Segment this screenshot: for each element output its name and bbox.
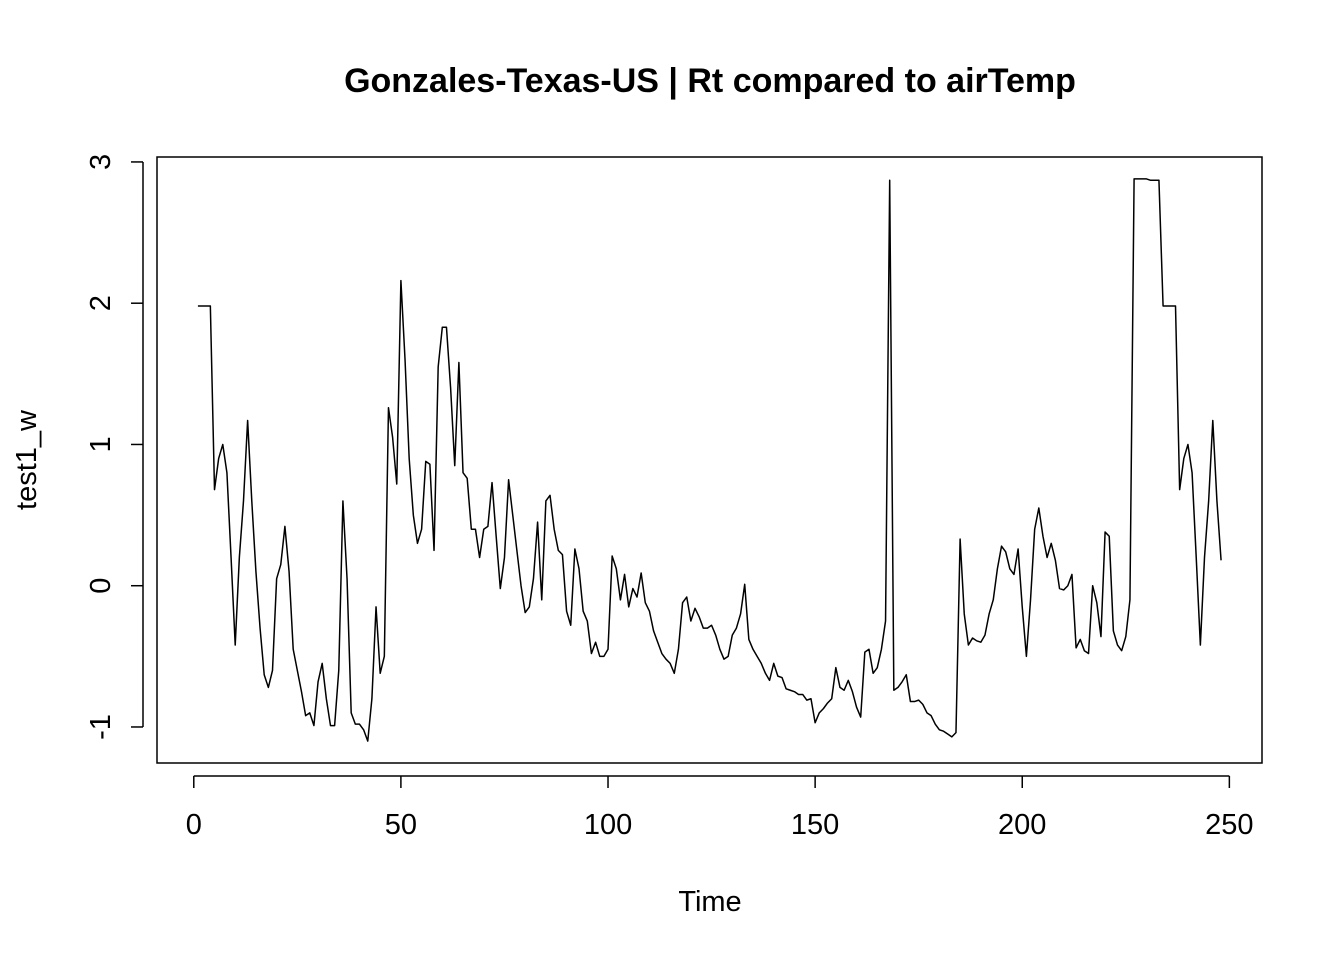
x-tick-label: 100 [584,809,632,841]
y-tick-label: 1 [85,436,117,452]
x-tick-label: 200 [998,809,1046,841]
x-tick-label: 150 [791,809,839,841]
chart-title: Gonzales-Texas-US | Rt compared to airTe… [344,62,1076,100]
y-axis-label: test1_w [11,409,43,510]
y-tick-label: 2 [85,295,117,311]
y-tick-label: 3 [85,154,117,170]
plot-box [156,156,1263,764]
x-axis-label: Time [678,886,741,918]
x-tick-label: 250 [1205,809,1253,841]
data-line [197,178,1222,742]
y-tick-label: 0 [85,578,117,594]
x-tick-label: 0 [186,809,202,841]
y-tick-label: -1 [85,714,117,740]
x-tick-label: 50 [385,809,417,841]
